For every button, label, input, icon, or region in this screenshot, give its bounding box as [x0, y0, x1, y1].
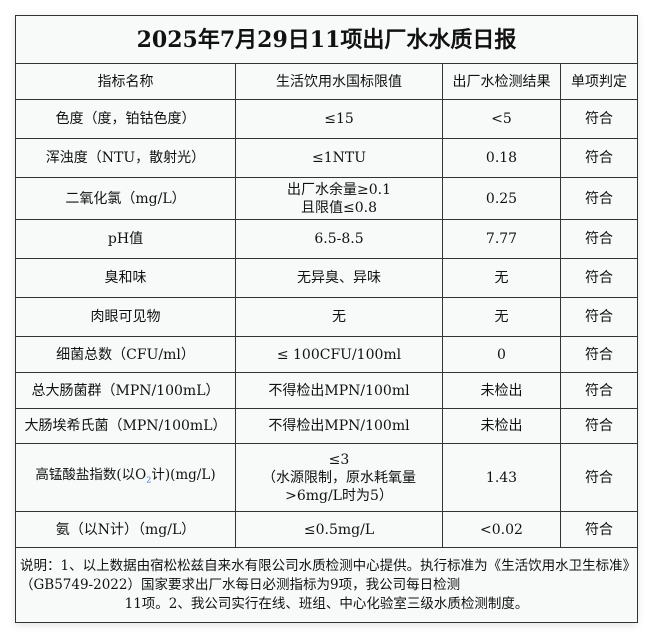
table-row: 色度（度，铂钴色度） ≤15 <5 符合 [15, 99, 639, 139]
indicator-name: 臭和味 [15, 258, 236, 298]
name-part: 计)(mg/L) [151, 466, 216, 483]
verdict: 符合 [559, 443, 639, 512]
indicator-name: 总大肠菌群（MPN/100mL） [15, 372, 236, 409]
table-row: 总大肠菌群（MPN/100mL） 不得检出MPN/100ml 未检出 符合 [15, 372, 639, 409]
table-row: 二氧化氯（mg/L） 出厂水余量≥0.1 且限值≤0.8 0.25 符合 [15, 177, 639, 220]
limit-line: 且限值≤0.8 [301, 199, 377, 216]
header-result: 出厂水检测结果 [442, 63, 561, 100]
indicator-name: pH值 [15, 219, 236, 259]
verdict: 符合 [559, 336, 639, 373]
limit-value: ≤0.5mg/L [235, 511, 443, 548]
result-value: <0.02 [442, 511, 561, 548]
table-row: 浑浊度（NTU，散射光） ≤1NTU 0.18 符合 [15, 138, 639, 178]
indicator-name: 氨（以N计）（mg/L） [15, 511, 236, 548]
note-text: 11项。2、我公司实行在线、班组、中心化验室三级水质检测制度。 [124, 595, 529, 612]
verdict: 符合 [559, 258, 639, 298]
result-value: 未检出 [442, 372, 561, 409]
table-row: 氨（以N计）（mg/L） ≤0.5mg/L <0.02 符合 [15, 511, 639, 548]
limit-line: ≤3 [328, 451, 350, 468]
water-quality-report: 2025年7月29日11项出厂水水质日报 指标名称 生活饮用水国标限值 出厂水检… [14, 15, 639, 623]
limit-line: （水源限制，原水耗氧量 [262, 469, 416, 486]
result-value: 无 [442, 297, 561, 337]
header-indicator: 指标名称 [15, 63, 236, 100]
result-value: 未检出 [442, 408, 561, 444]
table-row: pH值 6.5-8.5 7.77 符合 [15, 219, 639, 259]
verdict: 符合 [559, 219, 639, 259]
verdict: 符合 [559, 408, 639, 444]
limit-value: 不得检出MPN/100ml [235, 372, 443, 409]
result-value: 0 [442, 336, 561, 373]
limit-line: >6mg/L时为5） [285, 487, 393, 504]
result-value: 0.25 [442, 177, 561, 220]
report-table: 2025年7月29日11项出厂水水质日报 指标名称 生活饮用水国标限值 出厂水检… [14, 15, 639, 623]
verdict: 符合 [559, 177, 639, 220]
limit-value: 不得检出MPN/100ml [235, 408, 443, 444]
table-row: 臭和味 无异臭、异味 无 符合 [15, 258, 639, 298]
indicator-name: 细菌总数（CFU/ml） [15, 336, 236, 373]
result-value: 7.77 [442, 219, 561, 259]
table-row: 肉眼可见物 无 无 符合 [15, 297, 639, 337]
indicator-name: 大肠埃希氏菌（MPN/100mL） [15, 408, 236, 444]
result-value: 1.43 [442, 443, 561, 512]
limit-value: ≤ 100CFU/100ml [235, 336, 443, 373]
limit-value: 6.5-8.5 [235, 219, 443, 259]
limit-value: ≤3 （水源限制，原水耗氧量 >6mg/L时为5） [235, 443, 443, 512]
verdict: 符合 [559, 511, 639, 548]
note-text: 说明：1、以上数据由宿松松兹自来水有限公司水质检测中心提供。执行标准为《生活饮用… [20, 557, 630, 593]
limit-value: 出厂水余量≥0.1 且限值≤0.8 [235, 177, 443, 220]
verdict: 符合 [559, 99, 639, 139]
result-value: 无 [442, 258, 561, 298]
indicator-name: 二氧化氯（mg/L） [15, 177, 236, 220]
limit-value: ≤1NTU [235, 138, 443, 178]
table-row: 细菌总数（CFU/ml） ≤ 100CFU/100ml 0 符合 [15, 336, 639, 373]
table-row: 大肠埃希氏菌（MPN/100mL） 不得检出MPN/100ml 未检出 符合 [15, 408, 639, 444]
name-part: 高锰酸盐指数(以O [35, 466, 147, 483]
indicator-name: 浑浊度（NTU，散射光） [15, 138, 236, 178]
verdict: 符合 [559, 138, 639, 178]
report-title: 2025年7月29日11项出厂水水质日报 [14, 15, 639, 64]
limit-value: 无异臭、异味 [235, 258, 443, 298]
verdict: 符合 [559, 297, 639, 337]
limit-value: ≤15 [235, 99, 443, 139]
indicator-name: 高锰酸盐指数(以O2计)(mg/L) [15, 443, 236, 512]
header-verdict: 单项判定 [559, 63, 639, 100]
table-row: 高锰酸盐指数(以O2计)(mg/L) ≤3 （水源限制，原水耗氧量 >6mg/L时为… [15, 443, 639, 512]
indicator-name: 肉眼可见物 [15, 297, 236, 337]
note: 说明：1、以上数据由宿松松兹自来水有限公司水质检测中心提供。执行标准为《生活饮用… [14, 547, 639, 623]
result-value: 0.18 [442, 138, 561, 178]
result-value: <5 [442, 99, 561, 139]
limit-line: 出厂水余量≥0.1 [287, 181, 391, 198]
indicator-name: 色度（度，铂钴色度） [15, 99, 236, 139]
subscript: 2 [146, 475, 152, 485]
header-limit: 生活饮用水国标限值 [235, 63, 443, 100]
verdict: 符合 [559, 372, 639, 409]
limit-value: 无 [235, 297, 443, 337]
header-row: 指标名称 生活饮用水国标限值 出厂水检测结果 单项判定 [15, 63, 639, 100]
